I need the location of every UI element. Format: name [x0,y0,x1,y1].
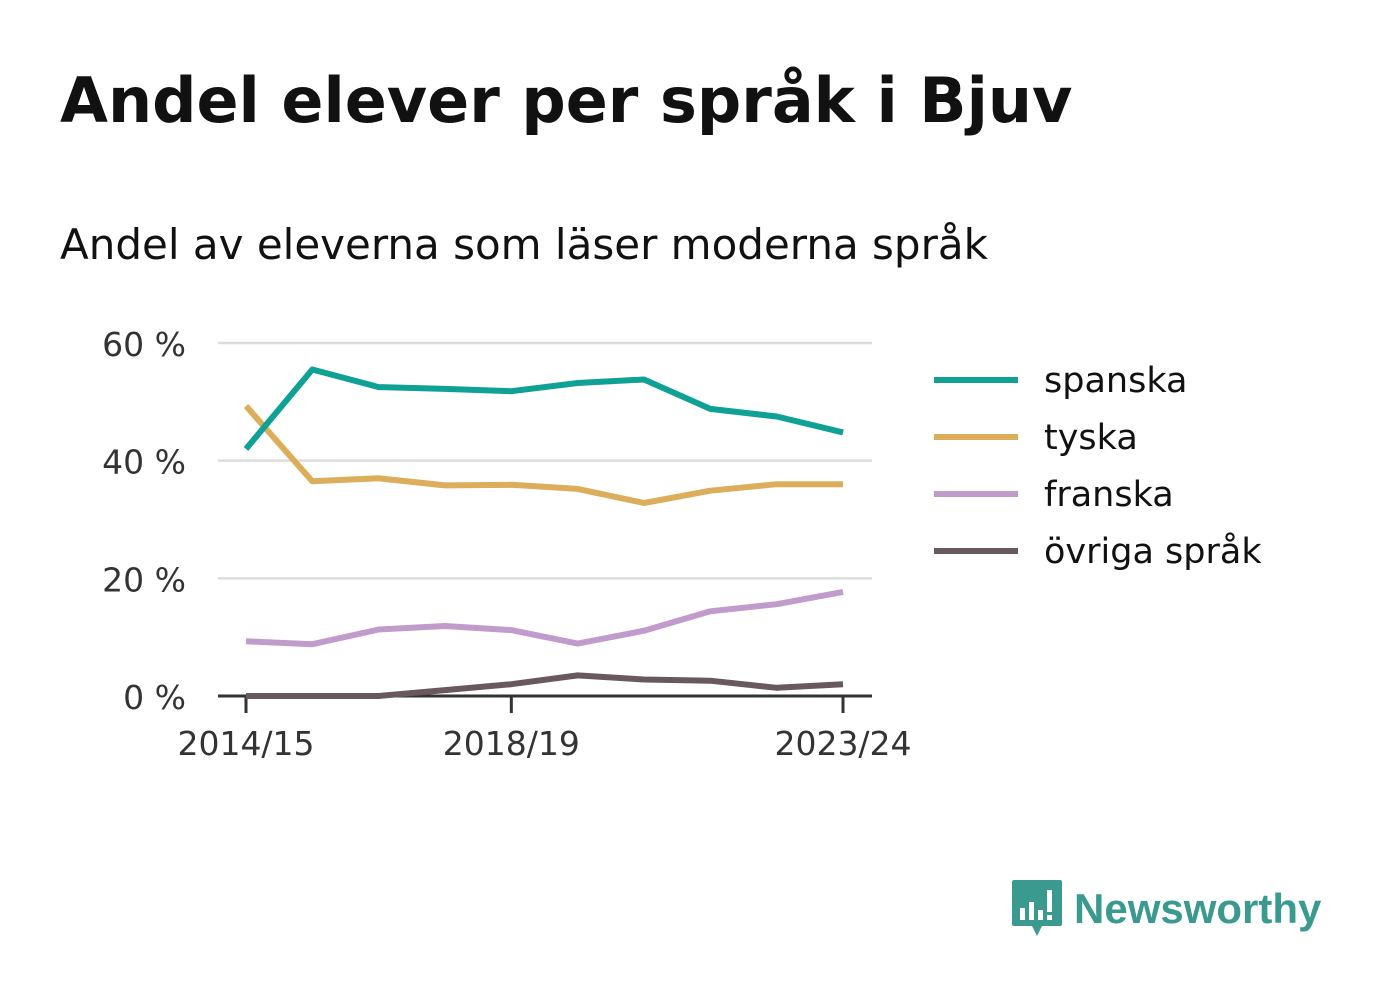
series-lines [243,366,844,699]
series-line-franska [245,588,844,648]
legend-label: spanska [1044,361,1187,401]
series-line-övriga-språk [246,672,844,699]
x-tick-label: 2014/15 [177,724,314,763]
grid-lines [218,341,872,580]
y-tick-label: 20 % [102,560,186,599]
chart-title: Andel elever per språk i Bjuv [60,64,1073,137]
x-tick-label: 2018/19 [443,724,580,763]
legend-label: franska [1044,475,1174,515]
chart-subtitle: Andel av eleverna som läser moderna språ… [60,220,988,269]
y-tick-label: 40 % [102,443,186,482]
legend: spanska tyska franska övriga språk [934,361,1262,572]
legend-label: tyska [1044,418,1138,458]
series-line-spanska [243,366,844,451]
brand-logo: Newsworthy [1010,878,1321,940]
brand-name: Newsworthy [1074,885,1322,932]
x-tick-label: 2023/24 [774,724,911,763]
x-axis: 2014/15 2018/19 2023/24 [177,694,912,763]
y-axis: 0 % 20 % 40 % 60 % [102,325,186,717]
legend-label: övriga språk [1044,531,1262,572]
newsworthy-logo-icon [1012,880,1062,936]
y-tick-label: 60 % [102,325,186,364]
series-line-tyska [243,404,843,506]
y-tick-label: 0 % [123,678,186,717]
